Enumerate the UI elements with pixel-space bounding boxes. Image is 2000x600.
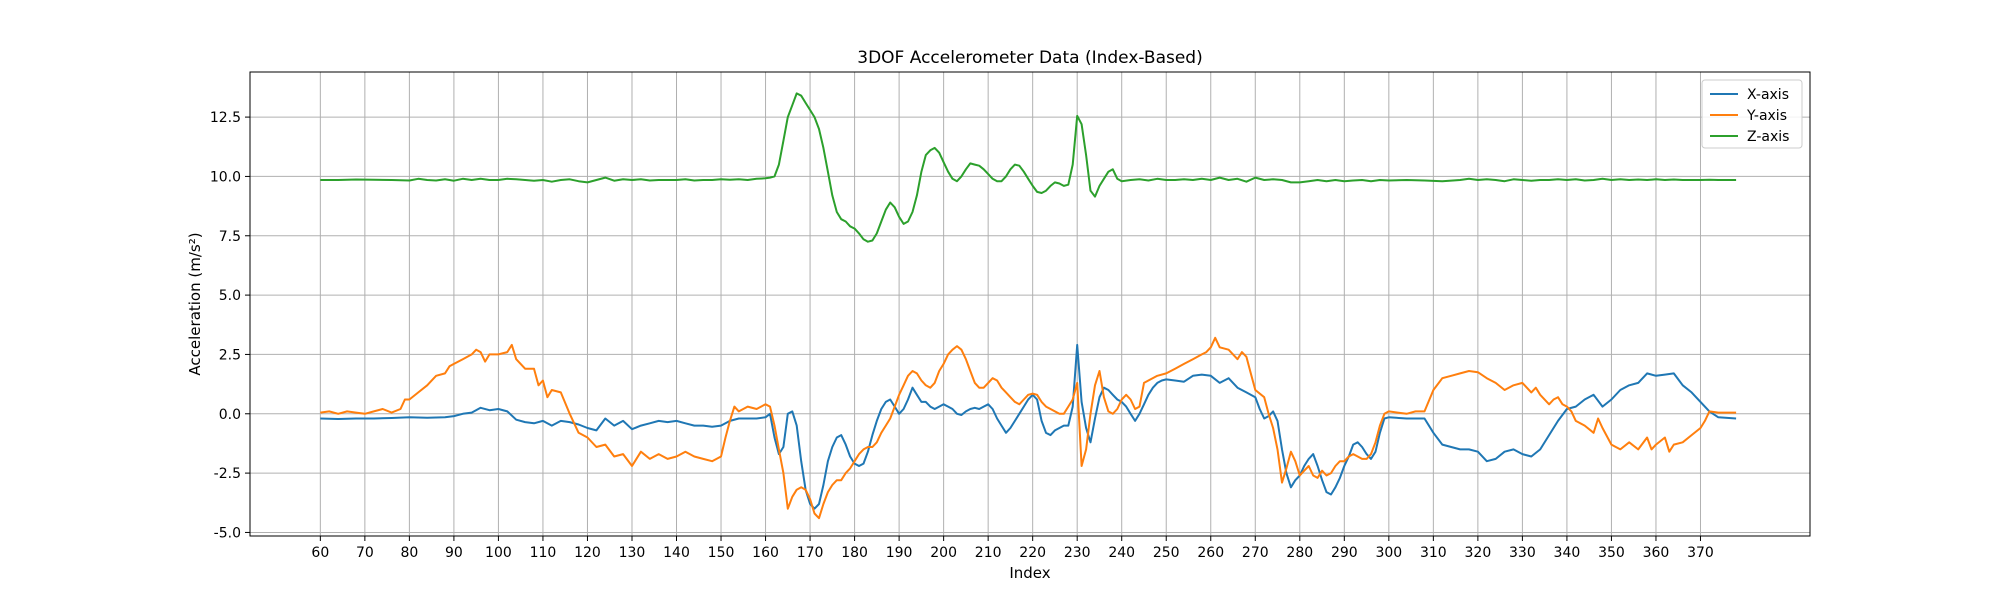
- y-tick-label: 12.5: [210, 110, 241, 126]
- series-line-y-axis: [320, 336, 1737, 520]
- x-tick-label: 130: [619, 545, 646, 561]
- legend-label-x-axis: X-axis: [1747, 87, 1789, 103]
- x-tick-label: 150: [708, 545, 735, 561]
- y-tick-label: 7.5: [219, 229, 241, 245]
- x-tick-label: 350: [1598, 545, 1625, 561]
- x-tick-label: 110: [530, 545, 557, 561]
- series-lines: [320, 92, 1737, 520]
- x-tick-label: 250: [1153, 545, 1180, 561]
- grid-lines: [250, 72, 1810, 536]
- x-tick-label: 270: [1242, 545, 1269, 561]
- x-tick-label: 370: [1687, 545, 1714, 561]
- x-tick-label: 310: [1420, 545, 1447, 561]
- x-tick-label: 70: [356, 545, 374, 561]
- x-tick-label: 330: [1509, 545, 1536, 561]
- x-tick-label: 90: [445, 545, 463, 561]
- x-tick-label: 190: [886, 545, 913, 561]
- x-tick-label: 240: [1108, 545, 1135, 561]
- x-axis-label: Index: [1009, 564, 1050, 582]
- legend-label-y-axis: Y-axis: [1746, 108, 1787, 124]
- plot-area-frame: [249, 71, 1811, 537]
- x-tick-label: 210: [975, 545, 1002, 561]
- x-tick-label: 290: [1331, 545, 1358, 561]
- y-tick-label: 2.5: [219, 347, 241, 363]
- legend-box: [1701, 79, 1803, 149]
- legend-label-z-axis: Z-axis: [1747, 129, 1789, 145]
- x-tick-label: 100: [485, 545, 512, 561]
- x-tick-label: 280: [1286, 545, 1313, 561]
- y-tick-label: 5.0: [219, 288, 241, 304]
- x-tick-label: 300: [1375, 545, 1402, 561]
- series-line-x-axis: [320, 343, 1737, 510]
- x-tick-label: 140: [663, 545, 690, 561]
- y-tick-label: 10.0: [210, 169, 241, 185]
- series-line-z-axis: [320, 92, 1737, 243]
- x-tick-label: 80: [400, 545, 418, 561]
- y-tick-label: -2.5: [214, 466, 241, 482]
- x-tick-label: 340: [1554, 545, 1581, 561]
- x-tick-label: 220: [1019, 545, 1046, 561]
- x-tick-label: 170: [797, 545, 824, 561]
- x-tick-label: 120: [574, 545, 601, 561]
- x-tick-label: 160: [752, 545, 779, 561]
- axis-ticks: 60 70 80 90 100 110 120 130 140 150 160 170 180 190 20…: [210, 110, 1714, 561]
- x-tick-label: 360: [1643, 545, 1670, 561]
- chart-title: 3DOF Accelerometer Data (Index-Based): [857, 48, 1202, 68]
- x-tick-label: 320: [1465, 545, 1492, 561]
- x-tick-label: 260: [1197, 545, 1224, 561]
- x-tick-label: 180: [841, 545, 868, 561]
- x-tick-label: 200: [930, 545, 957, 561]
- y-tick-label: -5.0: [214, 525, 241, 541]
- y-tick-label: 0.0: [219, 407, 241, 423]
- y-axis-label: Acceleration (m/s²): [186, 232, 204, 375]
- x-tick-label: 230: [1064, 545, 1091, 561]
- legend: X-axis Y-axis Z-axis: [1701, 79, 1803, 149]
- x-tick-label: 60: [311, 545, 329, 561]
